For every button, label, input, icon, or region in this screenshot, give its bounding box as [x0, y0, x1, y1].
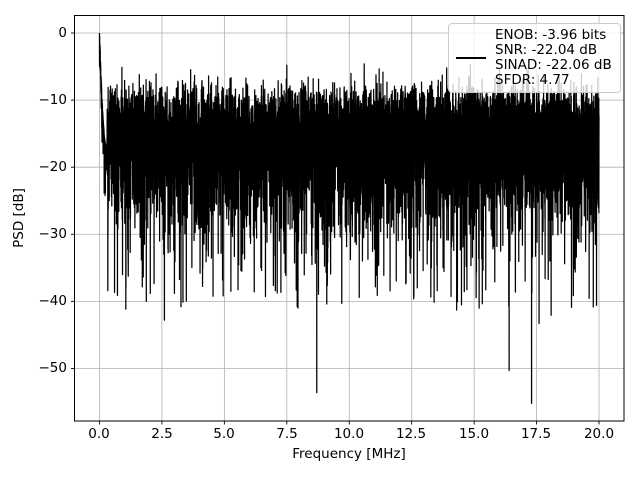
- y-tick-label-20: −20: [38, 159, 68, 175]
- x-tick-label-5: 5.0: [213, 426, 235, 442]
- x-tick-label-15: 15.0: [458, 426, 490, 442]
- y-tick-label-10: −10: [38, 92, 68, 108]
- y-tick-label-30: −30: [38, 226, 68, 242]
- x-tick-label-17-5: 17.5: [520, 426, 552, 442]
- x-tick-label-2-5: 2.5: [151, 426, 173, 442]
- y-tick-label-0: 0: [58, 25, 67, 41]
- y-tick-label-40: −40: [38, 293, 68, 309]
- legend-entry-sfdr: SFDR: 4.77: [495, 72, 570, 88]
- legend-labels: ENOB: -3.96 bits SNR: -22.04 dB SINAD: -…: [495, 28, 612, 88]
- x-tick-label-7-5: 7.5: [276, 426, 298, 442]
- x-tick-label-12-5: 12.5: [395, 426, 427, 442]
- legend-entry-sinad: SINAD: -22.06 dB: [495, 57, 612, 73]
- y-tick-label-50: −50: [38, 360, 68, 376]
- x-tick-label-0: 0.0: [88, 426, 110, 442]
- legend-entry-snr: SNR: -22.04 dB: [495, 42, 598, 58]
- y-axis-label: PSD [dB]: [11, 188, 27, 248]
- x-tick-label-20: 20.0: [583, 426, 615, 442]
- x-axis-label: Frequency [MHz]: [292, 446, 406, 462]
- legend-line-sample: [456, 57, 486, 59]
- x-tick-label-10: 10.0: [333, 426, 365, 442]
- legend-entry-enob: ENOB: -3.96 bits: [495, 27, 607, 43]
- legend-box: ENOB: -3.96 bits SNR: -22.04 dB SINAD: -…: [448, 23, 621, 93]
